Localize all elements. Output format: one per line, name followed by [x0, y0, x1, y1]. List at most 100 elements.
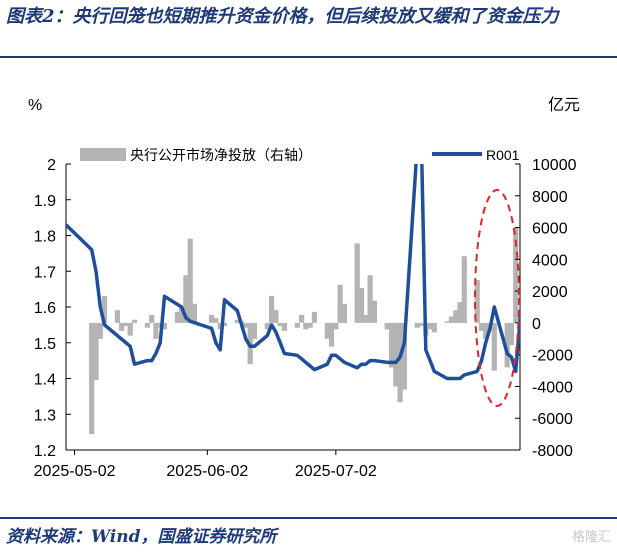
bar	[149, 314, 155, 323]
bar	[251, 322, 258, 339]
bar	[358, 287, 365, 323]
bar	[491, 322, 497, 371]
x-tick-label: 2025-05-02	[34, 463, 116, 480]
bar	[294, 322, 300, 328]
bar	[371, 300, 377, 323]
right-tick-label: 6000	[532, 221, 568, 238]
x-tick-label: 2025-07-02	[295, 463, 377, 480]
bar	[307, 322, 313, 328]
bar	[277, 322, 283, 327]
bar	[93, 322, 99, 381]
left-tick-label: 1.6	[34, 300, 56, 317]
bar	[397, 322, 403, 403]
bar	[243, 322, 249, 328]
bar	[97, 322, 103, 339]
bar	[119, 322, 125, 331]
bar	[453, 310, 459, 323]
bar	[217, 322, 223, 330]
highlight-ellipse	[474, 189, 520, 407]
bar	[127, 322, 133, 336]
bar	[474, 280, 480, 323]
bar	[269, 295, 275, 323]
bar	[174, 311, 180, 323]
bar	[264, 322, 270, 330]
bar	[281, 322, 287, 331]
bar	[333, 322, 339, 330]
right-tick-label: -4000	[532, 379, 573, 396]
right-tick-label: 4000	[532, 252, 568, 269]
right-axis-unit: 亿元	[548, 96, 580, 114]
right-tick-label: 10000	[532, 157, 577, 174]
figure-title: 图表2：央行回笼也短期推升资金价格，但后续投放又缓和了资金压力	[6, 6, 559, 27]
legend-label-bars: 央行公开市场净投放（右轴）	[130, 147, 312, 163]
bar	[324, 322, 330, 339]
bar	[478, 322, 485, 331]
bar	[187, 238, 193, 323]
bar	[209, 314, 215, 323]
bar	[123, 322, 129, 327]
bar	[513, 227, 519, 323]
bar	[191, 303, 198, 323]
legend-label-line: R001	[486, 147, 520, 163]
right-tick-label: 0	[532, 316, 541, 333]
bar	[89, 322, 95, 435]
bar	[431, 322, 437, 333]
watermark: 格隆汇	[571, 529, 611, 544]
bar	[508, 322, 514, 346]
bar	[401, 322, 407, 390]
bar	[354, 243, 360, 323]
right-tick-label: 2000	[532, 284, 568, 301]
legend: 央行公开市场净投放（右轴） R001	[80, 147, 520, 163]
bar	[221, 322, 228, 327]
right-tick-label: -2000	[532, 348, 573, 365]
bar	[213, 318, 219, 323]
right-tick-label: -6000	[532, 411, 573, 428]
left-tick-label: 1.9	[34, 193, 56, 210]
bar	[393, 322, 399, 387]
bar	[363, 314, 369, 323]
line-layer	[66, 164, 520, 381]
x-tick-label: 2025-06-02	[166, 463, 248, 480]
right-tick-label: 8000	[532, 189, 568, 206]
left-tick-label: 1.5	[34, 336, 56, 353]
bar	[427, 322, 433, 330]
bar	[273, 310, 279, 323]
legend-swatch-bars	[80, 148, 126, 161]
bar	[144, 322, 150, 328]
bar	[131, 319, 138, 323]
bar	[504, 322, 510, 368]
bar	[337, 284, 343, 323]
bar	[328, 322, 335, 347]
bar	[183, 275, 189, 323]
bar	[457, 302, 463, 323]
bars-layer	[89, 227, 519, 435]
bar	[341, 303, 347, 323]
chart: 1.2 1.3 1.4 1.5 1.6 1.7 1.8 1.9 2 -8000 -6000 -4000…	[28, 96, 580, 480]
bar	[388, 322, 395, 368]
bar	[418, 322, 425, 327]
left-tick-label: 1.4	[34, 372, 56, 389]
source-note: 资料来源：Wind，国盛证券研究所	[6, 527, 277, 547]
left-tick-label: 1.8	[34, 229, 56, 246]
bar	[299, 314, 305, 323]
left-tick-label: 1.3	[34, 407, 56, 424]
left-axis-unit: %	[28, 97, 42, 114]
bar	[101, 295, 108, 323]
axes-layer: 1.2 1.3 1.4 1.5 1.6 1.7 1.8 1.9 2 -8000 -6000 -4000…	[34, 157, 577, 480]
bar	[448, 316, 455, 323]
bar	[414, 322, 420, 328]
left-tick-label: 2	[47, 157, 56, 174]
bar	[303, 322, 309, 330]
bar	[114, 310, 120, 323]
left-tick-label: 1.7	[34, 264, 56, 281]
title-rule	[0, 56, 617, 58]
bar	[161, 322, 168, 330]
right-tick-label: -8000	[532, 443, 573, 460]
bar	[179, 307, 185, 323]
bar	[384, 322, 390, 330]
r001-line	[66, 164, 520, 381]
bar	[483, 322, 489, 339]
bar	[444, 321, 450, 323]
bar	[311, 311, 317, 323]
